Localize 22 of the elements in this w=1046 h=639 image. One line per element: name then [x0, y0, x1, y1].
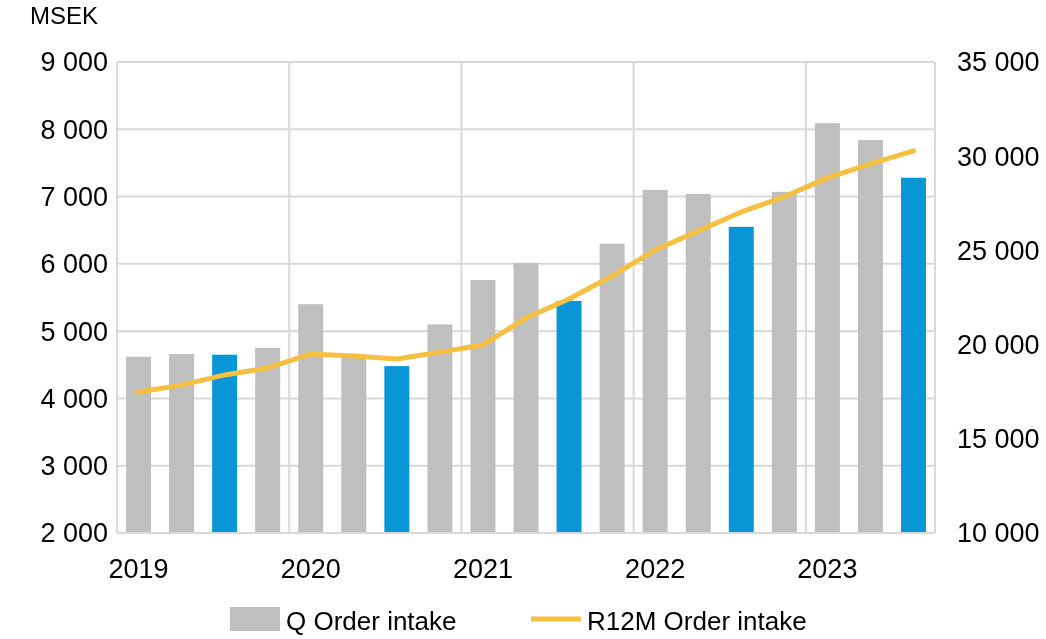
y-tick-label: 4 000: [40, 383, 108, 414]
y-axis-title: MSEK: [30, 2, 99, 29]
y-tick-label: 7 000: [40, 182, 108, 213]
legend-label: R12M Order intake: [587, 606, 807, 637]
y2-tick-label: 15 000: [957, 424, 1040, 455]
x-tick-label: 2022: [625, 554, 686, 584]
y2-tick-label: 20 000: [957, 330, 1040, 361]
y2-tick-label: 25 000: [957, 235, 1040, 266]
y-tick-label: 2 000: [40, 518, 108, 549]
y-tick-label: 3 000: [40, 451, 108, 482]
x-tick-label: 2019: [108, 554, 169, 584]
y-tick-label: 5 000: [40, 316, 108, 347]
legend-label: Q Order intake: [286, 606, 457, 637]
x-tick-label: 2020: [280, 554, 341, 584]
y-tick-label: 8 000: [40, 114, 108, 145]
y2-tick-label: 30 000: [957, 141, 1040, 172]
y-tick-label: 9 000: [40, 47, 108, 78]
x-tick-label: 2023: [797, 554, 858, 584]
y-tick-label: 6 000: [40, 249, 108, 280]
y2-tick-label: 35 000: [957, 47, 1040, 78]
x-tick-label: 2021: [452, 554, 513, 584]
y2-tick-label: 10 000: [957, 518, 1040, 549]
